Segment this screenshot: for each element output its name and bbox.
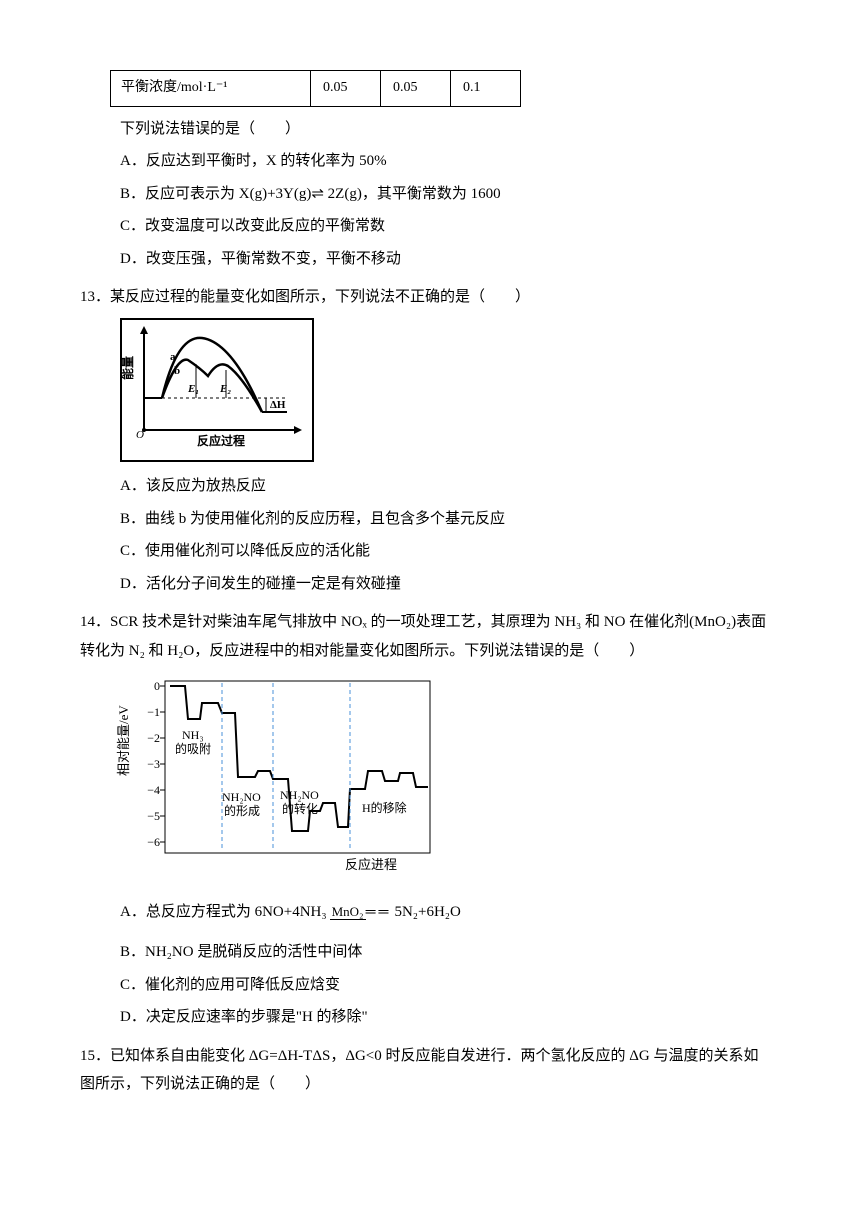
q12-option-a: A．反应达到平衡时，X 的转化率为 50% xyxy=(80,147,780,176)
q14-option-c: C．催化剂的应用可降低反应焓变 xyxy=(80,971,780,1000)
svg-text:E₂: E₂ xyxy=(219,383,231,395)
svg-text:相对能量/eV: 相对能量/eV xyxy=(116,705,131,776)
q14-a-prefix: A．总反应方程式为 6NO+4NH₃ xyxy=(120,904,327,920)
q13-stem: 13．某反应过程的能量变化如图所示，下列说法不正确的是（ ） xyxy=(80,283,780,312)
q12-option-c: C．改变温度可以改变此反应的平衡常数 xyxy=(80,212,780,241)
svg-text:a: a xyxy=(170,351,176,363)
q14-option-d: D．决定反应速率的步骤是"H 的移除" xyxy=(80,1003,780,1032)
q14-stem-1: 14．SCR 技术是针对柴油车尾气排放中 NOₓ 的一项处理工艺，其原理为 NH… xyxy=(80,608,780,637)
equilibrium-table: 平衡浓度/mol·L⁻¹ 0.05 0.05 0.1 xyxy=(110,70,521,107)
q14-option-a: A．总反应方程式为 6NO+4NH₃MnO₂══5N₂+6H₂O xyxy=(80,898,780,927)
svg-text:−3: −3 xyxy=(147,757,160,771)
table-cell: 0.05 xyxy=(381,71,451,107)
reaction-arrow: MnO₂══ xyxy=(330,904,392,921)
svg-text:−5: −5 xyxy=(147,809,160,823)
svg-text:NH₂NO: NH₂NO xyxy=(280,788,319,802)
q12-option-d: D．改变压强，平衡常数不变，平衡不移动 xyxy=(80,245,780,274)
svg-text:的转化: 的转化 xyxy=(282,801,318,816)
svg-text:的形成: 的形成 xyxy=(224,803,260,818)
q15-stem-1: 15．已知体系自由能变化 ΔG=ΔH-TΔS，ΔG<0 时反应能自发进行．两个氢… xyxy=(80,1042,780,1071)
svg-text:−4: −4 xyxy=(147,783,160,797)
q12-intro: 下列说法错误的是（ ） xyxy=(80,115,780,144)
svg-text:E₁: E₁ xyxy=(187,383,199,395)
q14-option-b: B．NH₂NO 是脱硝反应的活性中间体 xyxy=(80,938,780,967)
svg-text:反应过程: 反应过程 xyxy=(197,433,245,448)
q14-stem-2: 转化为 N₂ 和 H₂O，反应进程中的相对能量变化如图所示。下列说法错误的是（ … xyxy=(80,637,780,666)
q12-option-b: B．反应可表示为 X(g)+3Y(g)⇌ 2Z(g)，其平衡常数为 1600 xyxy=(80,180,780,209)
svg-text:反应进程: 反应进程 xyxy=(345,857,397,872)
table-cell: 0.1 xyxy=(451,71,521,107)
catalyst-label: MnO₂ xyxy=(330,904,366,920)
q13-option-b: B．曲线 b 为使用催化剂的反应历程，且包含多个基元反应 xyxy=(80,505,780,534)
q15-stem-2: 图所示，下列说法正确的是（ ） xyxy=(80,1070,780,1099)
q14-a-suffix: 5N₂+6H₂O xyxy=(394,904,460,920)
table-cell: 0.05 xyxy=(311,71,381,107)
q13-option-d: D．活化分子间发生的碰撞一定是有效碰撞 xyxy=(80,570,780,599)
q13-energy-diagram: 能量 反应过程 ΔH a b E₁ E₂ O xyxy=(120,318,314,463)
svg-text:H的移除: H的移除 xyxy=(362,800,407,815)
svg-text:−2: −2 xyxy=(147,731,160,745)
svg-text:的吸附: 的吸附 xyxy=(175,741,211,756)
q13-option-a: A．该反应为放热反应 xyxy=(80,472,780,501)
svg-text:0: 0 xyxy=(154,679,160,693)
svg-text:ΔH: ΔH xyxy=(270,399,286,411)
table-header: 平衡浓度/mol·L⁻¹ xyxy=(111,71,311,107)
svg-text:能量: 能量 xyxy=(122,356,135,380)
svg-text:NH₂NO: NH₂NO xyxy=(222,790,261,804)
svg-text:−1: −1 xyxy=(147,705,160,719)
svg-text:b: b xyxy=(174,365,180,377)
svg-text:−6: −6 xyxy=(147,835,160,849)
q13-option-c: C．使用催化剂可以降低反应的活化能 xyxy=(80,537,780,566)
svg-text:O: O xyxy=(136,429,144,441)
q14-energy-diagram: 相对能量/eV 0 −1 −2 −3 −4 −5 −6 反应进程 NH₃ 的吸附… xyxy=(110,671,780,892)
svg-text:NH₃: NH₃ xyxy=(182,728,204,742)
